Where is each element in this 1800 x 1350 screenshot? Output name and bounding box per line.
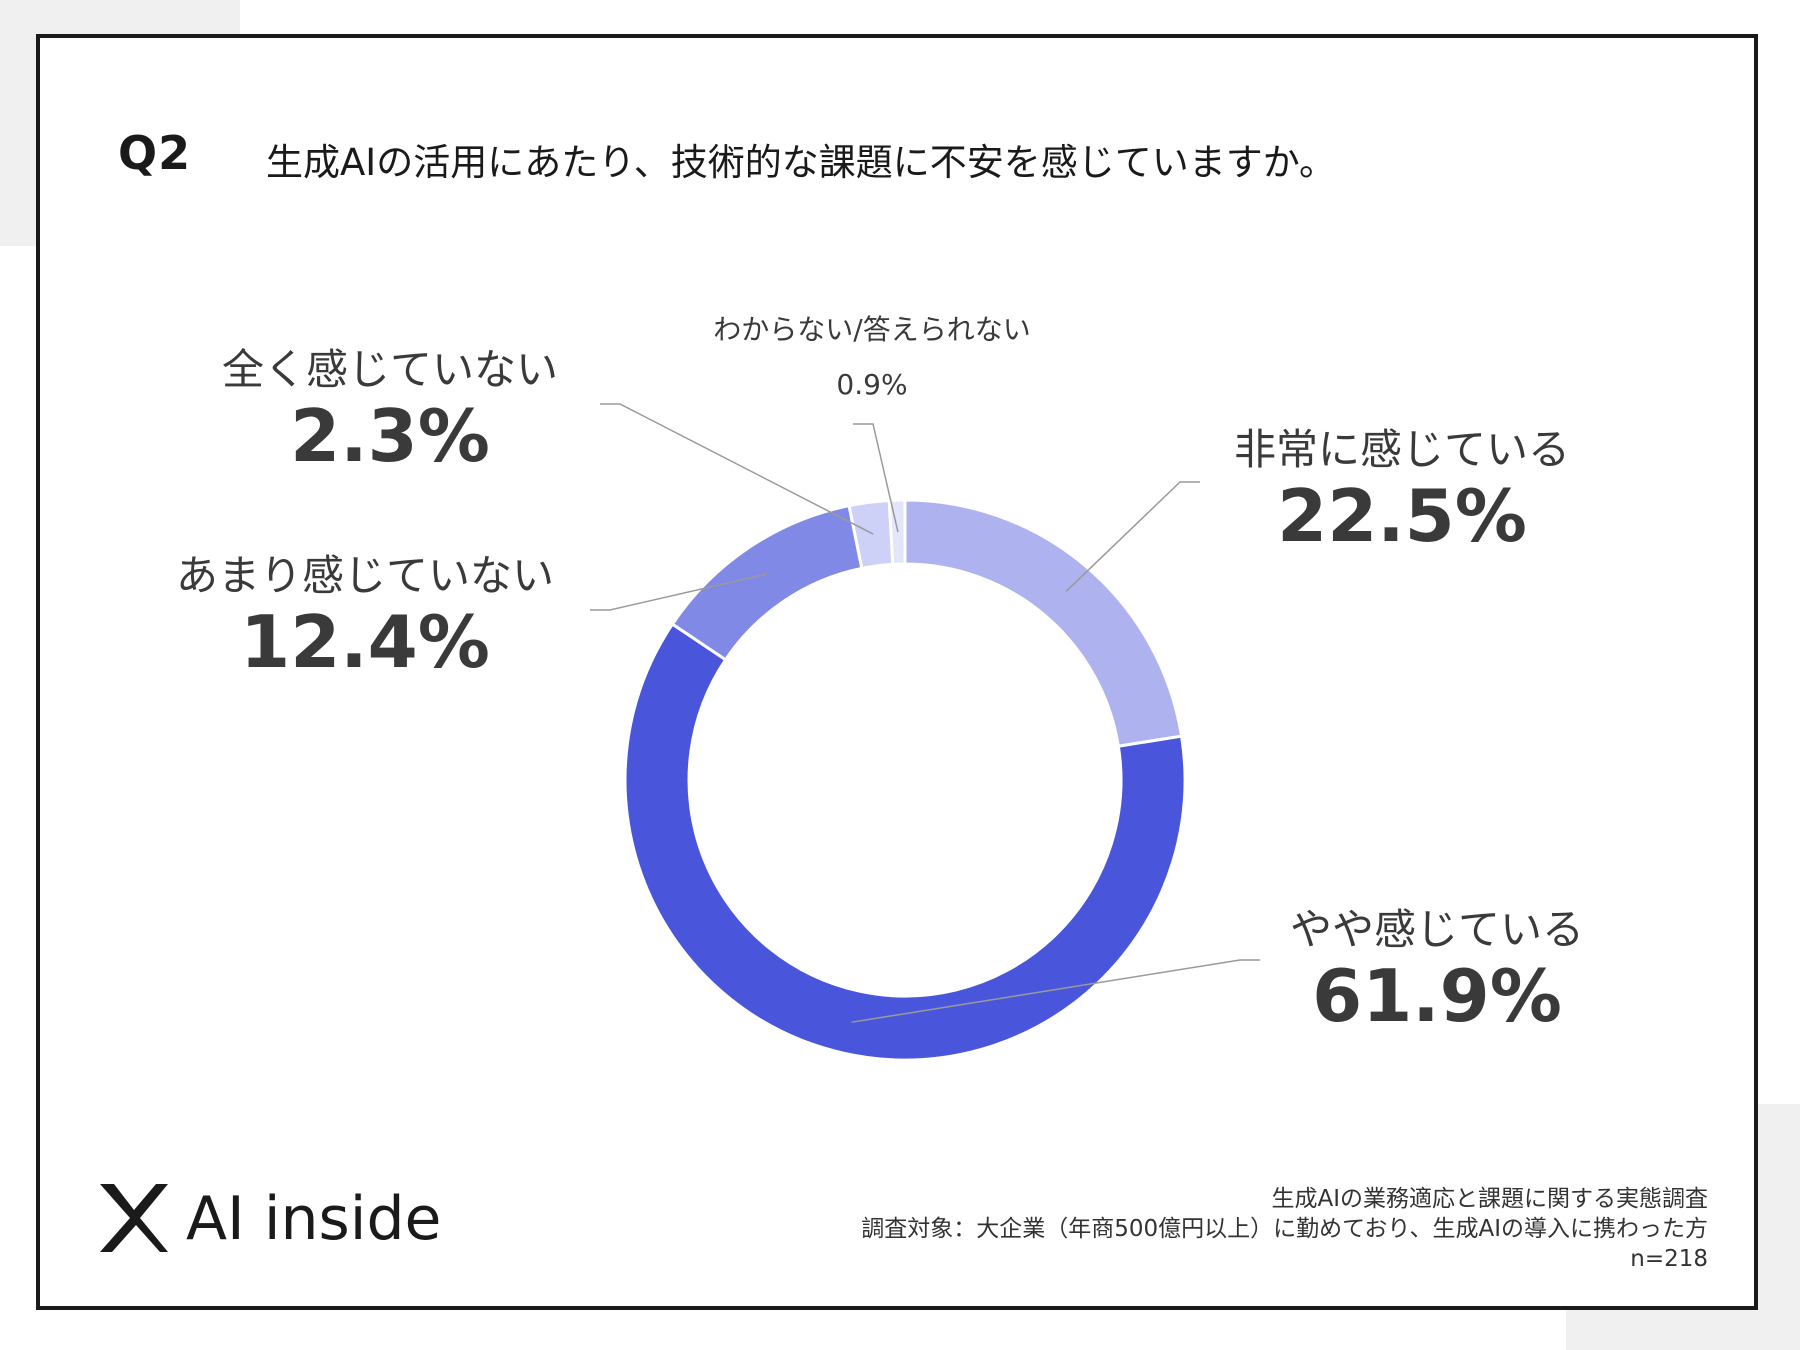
sample-size: n=218 <box>1630 1246 1708 1272</box>
brand-name: AI inside <box>186 1184 442 1254</box>
leader-line-somewhat <box>851 959 1260 1023</box>
content-frame <box>36 34 1758 1310</box>
question-number: Q2 <box>118 126 192 180</box>
leader-line-not-at-all <box>600 403 874 535</box>
donut-slices <box>623 498 1187 1062</box>
value-label: 0.9% <box>836 368 908 401</box>
category-label: 非常に感じている <box>1233 425 1570 474</box>
survey-footer: 生成AIの業務適応と課題に関する実態調査 調査対象：大企業（年商500億円以上）… <box>861 1184 1708 1274</box>
category-label: やや感じている <box>1289 905 1584 954</box>
leader-line-very <box>1065 481 1200 592</box>
value-label: 61.9% <box>1312 954 1562 1038</box>
value-label: 2.3% <box>290 394 490 478</box>
label-dont-know: わからない/答えられない 0.9% <box>672 308 1072 401</box>
leader-line-not-very <box>590 573 768 611</box>
leader-lines <box>590 403 1260 1023</box>
x-logo-icon <box>100 1184 168 1252</box>
survey-name: 生成AIの業務適応と課題に関する実態調査 <box>1271 1186 1708 1212</box>
category-label: わからない/答えられない <box>713 313 1031 346</box>
category-label: あまり感じていない <box>175 551 554 600</box>
slice-not-very <box>670 503 864 662</box>
value-label: 22.5% <box>1277 474 1527 558</box>
category-label: 全く感じていない <box>221 345 558 394</box>
slice-dont-know <box>887 498 907 566</box>
label-not-very-concerned: あまり感じていない 12.4% <box>150 542 580 682</box>
label-not-concerned-at-all: 全く感じていない 2.3% <box>190 336 590 476</box>
label-somewhat-concerned: やや感じている 61.9% <box>1252 896 1622 1036</box>
leader-line-dont-know <box>853 423 899 533</box>
value-label: 12.4% <box>240 600 490 684</box>
label-very-concerned: 非常に感じている 22.5% <box>1222 416 1582 556</box>
question-title: 生成AIの活用にあたり、技術的な課題に不安を感じていますか。 <box>266 141 1337 184</box>
slice-somewhat <box>623 621 1187 1062</box>
slice-very <box>903 498 1184 748</box>
survey-target: 調査対象：大企業（年商500億円以上）に勤めており、生成AIの導入に携わった方 <box>861 1216 1708 1242</box>
